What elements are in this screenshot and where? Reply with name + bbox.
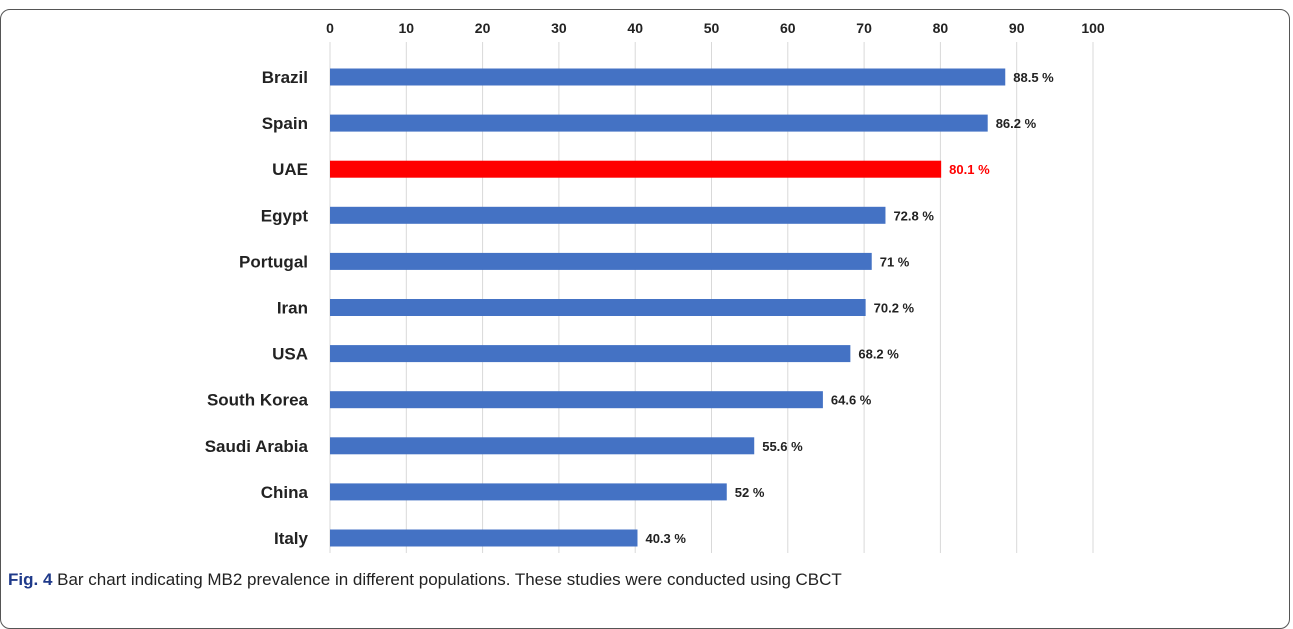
x-tick-label: 70 xyxy=(856,20,872,36)
data-label: 80.1 % xyxy=(949,162,990,177)
bar xyxy=(330,391,823,409)
category-label: Spain xyxy=(262,114,308,133)
caption-text: Bar chart indicating MB2 prevalence in d… xyxy=(52,570,842,589)
bar xyxy=(330,483,727,501)
bar xyxy=(330,437,755,455)
x-tick-label: 0 xyxy=(326,20,334,36)
category-label: Iran xyxy=(277,299,308,318)
x-tick-label: 20 xyxy=(475,20,491,36)
data-label: 71 % xyxy=(880,254,910,269)
x-tick-label: 40 xyxy=(627,20,643,36)
category-label: Brazil xyxy=(262,68,308,87)
bar xyxy=(330,529,638,547)
data-label: 68.2 % xyxy=(858,347,899,362)
category-label: Egypt xyxy=(261,206,309,225)
x-tick-label: 90 xyxy=(1009,20,1025,36)
x-tick-label: 10 xyxy=(399,20,415,36)
data-label: 52 % xyxy=(735,485,765,500)
bar xyxy=(330,68,1006,86)
x-tick-label: 30 xyxy=(551,20,567,36)
figure-label: Fig. 4 xyxy=(8,570,53,589)
category-label: UAE xyxy=(272,160,308,179)
bar-chart: 0 10 20 30 40 50 60 70 80 90 100 Brazil 88.5 % Spain 8… xyxy=(205,20,1105,553)
category-label: Italy xyxy=(274,529,309,548)
category-label: South Korea xyxy=(207,391,309,410)
data-label: 88.5 % xyxy=(1013,70,1054,85)
data-label: 72.8 % xyxy=(893,208,934,223)
bar xyxy=(330,206,886,224)
data-label: 40.3 % xyxy=(645,531,686,546)
bar xyxy=(330,160,942,178)
x-tick-label: 80 xyxy=(933,20,949,36)
data-label: 55.6 % xyxy=(762,439,803,454)
bar xyxy=(330,299,866,316)
x-tick-label: 60 xyxy=(780,20,796,36)
bar xyxy=(330,114,988,132)
category-label: Portugal xyxy=(239,252,308,271)
category-label: Saudi Arabia xyxy=(205,437,309,456)
bar xyxy=(330,345,851,363)
bar xyxy=(330,252,872,270)
figure-caption: Fig. 4 Bar chart indicating MB2 prevalen… xyxy=(8,570,842,590)
category-label: USA xyxy=(272,345,308,364)
x-tick-label: 100 xyxy=(1081,20,1105,36)
category-label: China xyxy=(261,483,309,502)
data-label: 64.6 % xyxy=(831,393,872,408)
data-label: 70.2 % xyxy=(874,301,915,316)
data-label: 86.2 % xyxy=(996,116,1037,131)
x-tick-label: 50 xyxy=(704,20,720,36)
